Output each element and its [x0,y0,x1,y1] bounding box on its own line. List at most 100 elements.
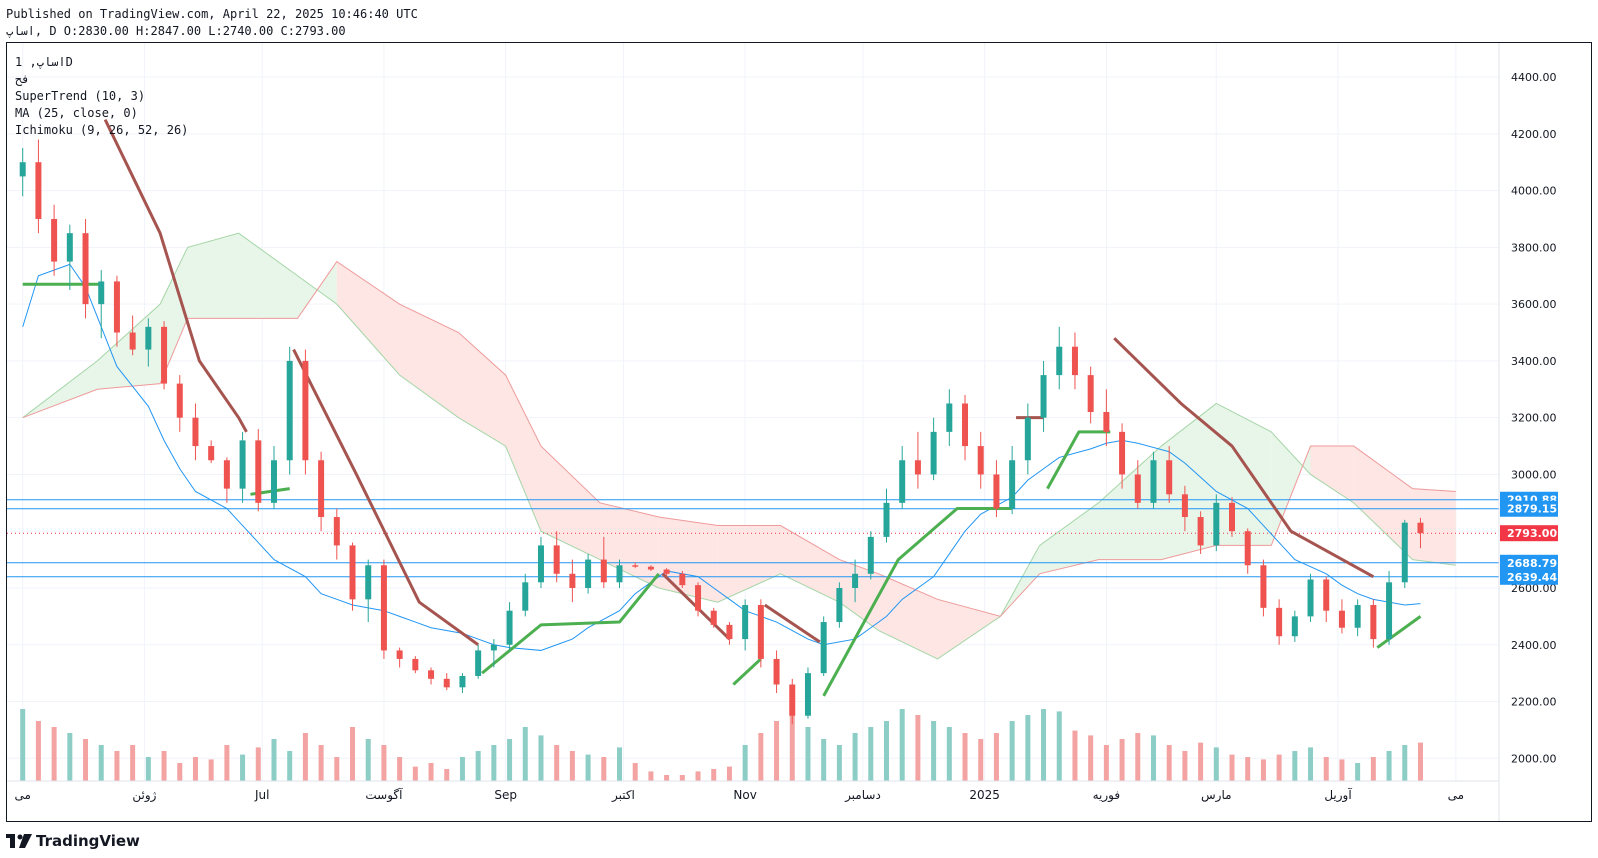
volume-bar [161,751,167,781]
volume-bar [334,757,340,781]
candle-body [1291,616,1298,637]
supertrend-segment [763,603,821,644]
candle [914,431,921,489]
candle-body [899,460,906,503]
candle-body [726,624,733,640]
cloud-segment [458,332,506,447]
candle [1323,576,1330,623]
candle [1307,573,1314,623]
legend-supertrend[interactable]: SuperTrend (10, 3) [15,89,146,103]
legend-ma[interactable]: MA (25, close, 0) [15,106,138,120]
grid [7,43,1499,781]
volume-bars [20,709,1423,781]
volume-bar [836,745,842,781]
volume-bar [428,763,434,781]
candles [19,139,1424,725]
candle [270,446,277,509]
candle-body [1229,502,1236,532]
candle-body [1009,460,1016,509]
candle-body [176,383,183,418]
candle-body [914,460,921,475]
legend-ichimoku[interactable]: Ichimoku (9, 26, 52, 26) [15,123,189,137]
volume-bar [318,745,324,781]
volume-bar [491,745,497,781]
candle-body [428,670,435,679]
volume-bar [1339,759,1345,781]
cloud-segment [399,304,459,418]
candle-body [757,605,764,659]
candle-body [1307,579,1314,617]
candle-body [82,233,89,305]
volume-bar [805,727,811,781]
cloud-segment [937,599,1001,659]
candle-body [35,162,42,219]
volume-bar [852,733,858,781]
candle-body [710,610,717,625]
candle-body [208,446,215,461]
candle-body [836,587,843,623]
volume-bar [1386,751,1392,781]
candle-body [1103,412,1110,432]
time-tick-label: دسامبر [844,788,881,803]
cloud-segment [540,446,600,560]
price-tick-label: 4400.00 [1511,71,1557,84]
tradingview-logo[interactable]: TradingView [6,831,140,851]
time-tick-label: می [14,788,30,802]
candle [726,622,733,645]
supertrend-segment [1113,337,1375,578]
time-tick-label: Nov [733,788,756,802]
supertrend-segment [103,118,248,433]
candle-body [1213,502,1220,546]
price-level-label: 2879.15 [1507,503,1557,516]
supertrend-segment [1046,430,1111,490]
volume-bar [475,751,481,781]
volume-bar [1402,745,1408,781]
volume-bar [20,709,26,781]
volume-bar [35,721,41,781]
candle-body [1134,474,1141,503]
time-tick-label: Jul [254,788,269,802]
candle-body [632,565,639,567]
candle [1056,326,1063,390]
volume-bar [130,745,136,781]
volume-bar [224,745,230,781]
supertrend-segment [732,657,762,686]
candle-body [1244,531,1251,566]
candle-body [883,502,890,537]
candle [946,389,953,447]
supertrend-segment [481,572,660,675]
cloud-segment [1353,446,1413,560]
volume-bar [67,733,73,781]
legend-market: فح [15,72,30,86]
candle [773,650,780,694]
cloud-segment [336,261,400,376]
volume-bar [51,727,57,781]
candle-body [1338,610,1345,628]
time-tick-label: آوریل [1324,787,1352,803]
volume-bar [1323,757,1329,781]
chart-frame[interactable]: 2000.002200.002400.002600.002800.003000.… [6,42,1592,822]
candle [852,559,859,603]
candle-body [773,658,780,685]
price-level-tag [1500,568,1558,585]
supertrend-segment [1376,615,1422,649]
volume-bar [648,771,654,781]
price-tick-label: 3000.00 [1511,468,1557,481]
price-level-tag [1500,554,1558,571]
cloud-segment [878,573,938,659]
volume-bar [538,735,544,781]
time-tick-label: مارس [1201,788,1232,803]
volume-bar [1308,747,1314,781]
candle [647,565,654,571]
candle [239,431,246,503]
price-chart[interactable]: 2000.002200.002400.002600.002800.003000.… [7,43,1591,821]
volume-bar [1182,751,1188,781]
last-price-tag [1500,525,1558,542]
candle-body [600,559,607,583]
price-tick-label: 4200.00 [1511,128,1557,141]
candle-body [161,326,168,384]
candle-body [867,536,874,574]
volume-bar [664,775,670,781]
published-line: Published on TradingView.com, April 22, … [6,7,418,21]
candle-body [742,605,749,640]
